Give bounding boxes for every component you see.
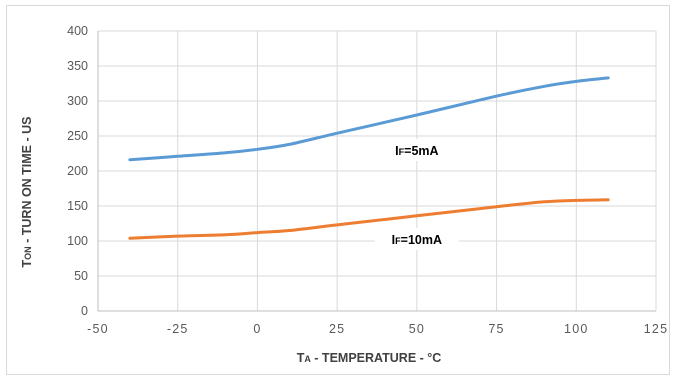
- series-line-2: [128, 198, 610, 240]
- y-tick-label: 100: [67, 234, 88, 248]
- annotations: IF=5mA IF=10mA: [374, 139, 459, 250]
- x-tick-label: -25: [167, 322, 189, 336]
- x-tick-label: -50: [87, 322, 109, 336]
- y-tick-label: 200: [67, 164, 88, 178]
- annotation-bg: [374, 227, 459, 250]
- x-tick-label: 0: [253, 322, 261, 336]
- series-layer: [128, 76, 610, 240]
- x-tick-label: 50: [409, 322, 425, 336]
- axes: [97, 31, 656, 312]
- y-tick-label: 50: [74, 269, 88, 283]
- x-tick-label: 25: [329, 322, 345, 336]
- annotation-label-1: IF=5mA: [395, 144, 438, 158]
- y-tick-label: 300: [67, 94, 88, 108]
- x-tick-label: 100: [564, 322, 588, 336]
- y-tick-label: 350: [67, 59, 88, 73]
- chart-area: IF=5mA IF=10mA 0 50 100 150 200 250 300 350 400 -5…: [6, 5, 670, 375]
- y-axis-title: TON - TURN ON TIME - US: [20, 117, 34, 268]
- x-tick-label: 75: [488, 322, 504, 336]
- y-tick-label: 150: [67, 199, 88, 213]
- tick-labels: 0 50 100 150 200 250 300 350 400 -50 -25 0 25 50 75 100…: [67, 24, 668, 336]
- y-tick-label: 0: [81, 304, 88, 318]
- x-tick-label: 125: [644, 322, 668, 336]
- annotation-bg: [374, 139, 459, 161]
- y-tick-label: 250: [67, 129, 88, 143]
- y-tick-label: 400: [67, 24, 88, 38]
- gridlines: [98, 30, 657, 311]
- annotation-label-2: IF=10mA: [392, 233, 442, 247]
- series-line-1: [128, 76, 610, 162]
- x-axis-title: TA - TEMPERATURE - °C: [297, 351, 442, 365]
